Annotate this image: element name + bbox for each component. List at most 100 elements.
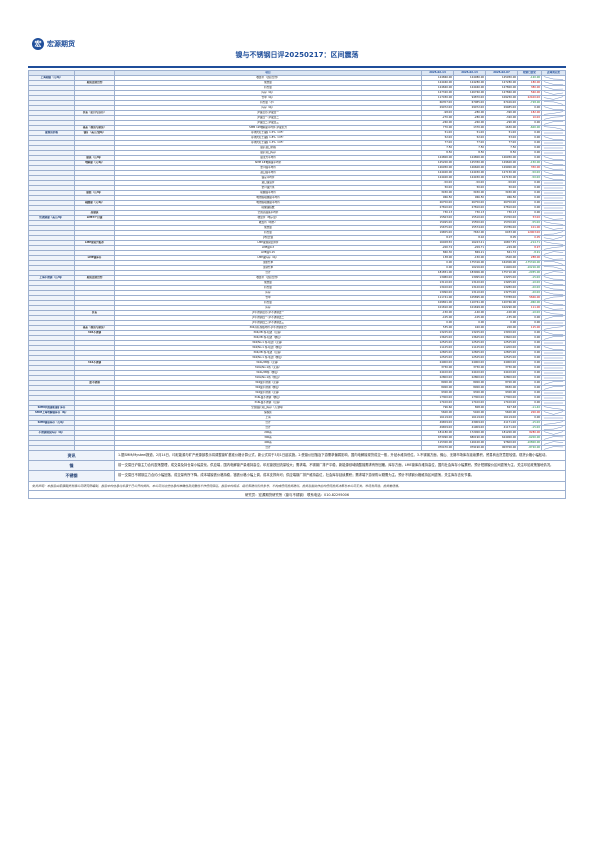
- trend-sparkline: [542, 156, 566, 161]
- change-value: 0.00: [518, 361, 542, 366]
- group-label: [75, 291, 115, 296]
- change-value: 0.00: [518, 351, 542, 356]
- group-label: [75, 351, 115, 356]
- change-value: 350.00: [518, 166, 542, 171]
- value-week: 200.00: [486, 326, 518, 331]
- value-previous: 125350.00: [454, 161, 486, 166]
- value-week: 3450.00: [486, 191, 518, 196]
- value-week: 13600.00: [486, 336, 518, 341]
- section-label: [29, 166, 75, 171]
- column-header: 2025-02-07: [486, 71, 518, 76]
- value-week: -320.00: [486, 116, 518, 121]
- group-label: [75, 396, 115, 401]
- item-label: 注销仓单: [115, 266, 422, 271]
- change-value: -728.00: [518, 101, 542, 106]
- item-label: SMM 1#电解镍平均价-沪镍主力: [115, 126, 422, 131]
- value-week: 127150.00: [486, 171, 518, 176]
- group-label: [75, 446, 115, 451]
- item-label: 电池级硫酸镍平均价: [115, 201, 422, 206]
- value-previous: 808.00: [454, 406, 486, 411]
- trend-sparkline: [542, 231, 566, 236]
- value-previous: 126760.00: [454, 91, 486, 96]
- change-value: 8280.00: [518, 431, 542, 436]
- value-previous: -105.00: [454, 316, 486, 321]
- change-value: -214.71: [518, 241, 542, 246]
- value-current: 124460.00: [422, 81, 454, 86]
- item-label: 持仓量: [115, 301, 422, 306]
- item-label: 收盘价（电子盘）: [115, 216, 422, 221]
- section-label: [29, 116, 75, 121]
- value-week: 17100.00: [486, 401, 518, 406]
- value-current: 17100.00: [422, 401, 454, 406]
- value-current: 673990.00: [422, 436, 454, 441]
- trend-sparkline: [542, 261, 566, 266]
- value-previous: 15574.00: [454, 226, 486, 231]
- item-label: 304/2B 卷-切边（佛山）: [115, 336, 422, 341]
- trend-sparkline: [542, 201, 566, 206]
- item-label: LME镍库存（吨）: [115, 256, 422, 261]
- company-logo: 宏 宏源期货: [32, 38, 75, 50]
- trend-sparkline: [542, 431, 566, 436]
- value-previous: 26750.00: [454, 201, 486, 206]
- value-current: 730.13: [422, 211, 454, 216]
- item-label: 菲律宾红土镍矿1.3%（CIF）: [115, 141, 422, 146]
- item-label: 持仓量（手）: [115, 101, 422, 106]
- value-current: -200.74: [422, 246, 454, 251]
- value-week: 129600.00: [486, 161, 518, 166]
- trend-sparkline: [542, 371, 566, 376]
- value-current: 13080.00: [422, 276, 454, 281]
- value-previous: 3750.00: [454, 366, 486, 371]
- change-value: 0.00: [518, 141, 542, 146]
- change-value: -10.00: [518, 311, 542, 316]
- value-week: 12525.00: [486, 356, 518, 361]
- value-current: 8.07: [422, 236, 454, 241]
- value-previous: 7652.00: [454, 231, 486, 236]
- section-label: [29, 296, 75, 301]
- value-week: 6033.00: [486, 231, 518, 236]
- value-week: 903700.00: [486, 446, 518, 451]
- change-value: 0.00: [518, 336, 542, 341]
- value-current: 0.00: [422, 266, 454, 271]
- group-label: 镍矿（美元/湿吨）: [75, 131, 115, 136]
- group-label: [75, 76, 115, 81]
- value-week: 164306.00: [486, 261, 518, 266]
- value-previous: 17300.00: [454, 396, 486, 401]
- trend-sparkline: [542, 111, 566, 116]
- value-current: 13225.00: [422, 331, 454, 336]
- section-label: [29, 186, 75, 191]
- value-current: 124860.00: [422, 76, 454, 81]
- trend-sparkline: [542, 181, 566, 186]
- value-previous: 124280.00: [454, 81, 486, 86]
- trend-sparkline: [542, 86, 566, 91]
- value-week: 3750.00: [486, 366, 518, 371]
- value-previous: 172900.00: [454, 431, 486, 436]
- item-label: 成交量: [115, 281, 422, 286]
- group-label: [75, 391, 115, 396]
- value-current: 15675.00: [422, 226, 454, 231]
- trend-sparkline: [542, 436, 566, 441]
- value-previous: 8.50: [454, 151, 486, 156]
- value-current: 101810.00: [422, 306, 454, 311]
- change-value: 0.00: [518, 366, 542, 371]
- group-label: 期货连续合约: [75, 276, 115, 281]
- item-label: 304冷轧卷板均价-沪不锈钢主力: [115, 326, 422, 331]
- value-current: 11125.00: [422, 346, 454, 351]
- section-label: [29, 176, 75, 181]
- value-current: 181851.00: [422, 271, 454, 276]
- trend-sparkline: [542, 421, 566, 426]
- section-label: [29, 436, 75, 441]
- value-week: 127860.00: [486, 91, 518, 96]
- section-label: [29, 356, 75, 361]
- trend-sparkline: [542, 306, 566, 311]
- group-label: 硫酸镍（元/吨）: [75, 201, 115, 206]
- section-label: [29, 326, 75, 331]
- value-week: 109250.00: [486, 96, 518, 101]
- trend-sparkline: [542, 236, 566, 241]
- change-value: 0.00: [518, 346, 542, 351]
- section-label: [29, 101, 75, 106]
- value-current: 66357.00: [422, 101, 454, 106]
- change-value: -20.00: [518, 291, 542, 296]
- change-value: -15.00: [518, 421, 542, 426]
- value-current: 860.30: [422, 251, 454, 256]
- change-value: 0.00: [518, 341, 542, 346]
